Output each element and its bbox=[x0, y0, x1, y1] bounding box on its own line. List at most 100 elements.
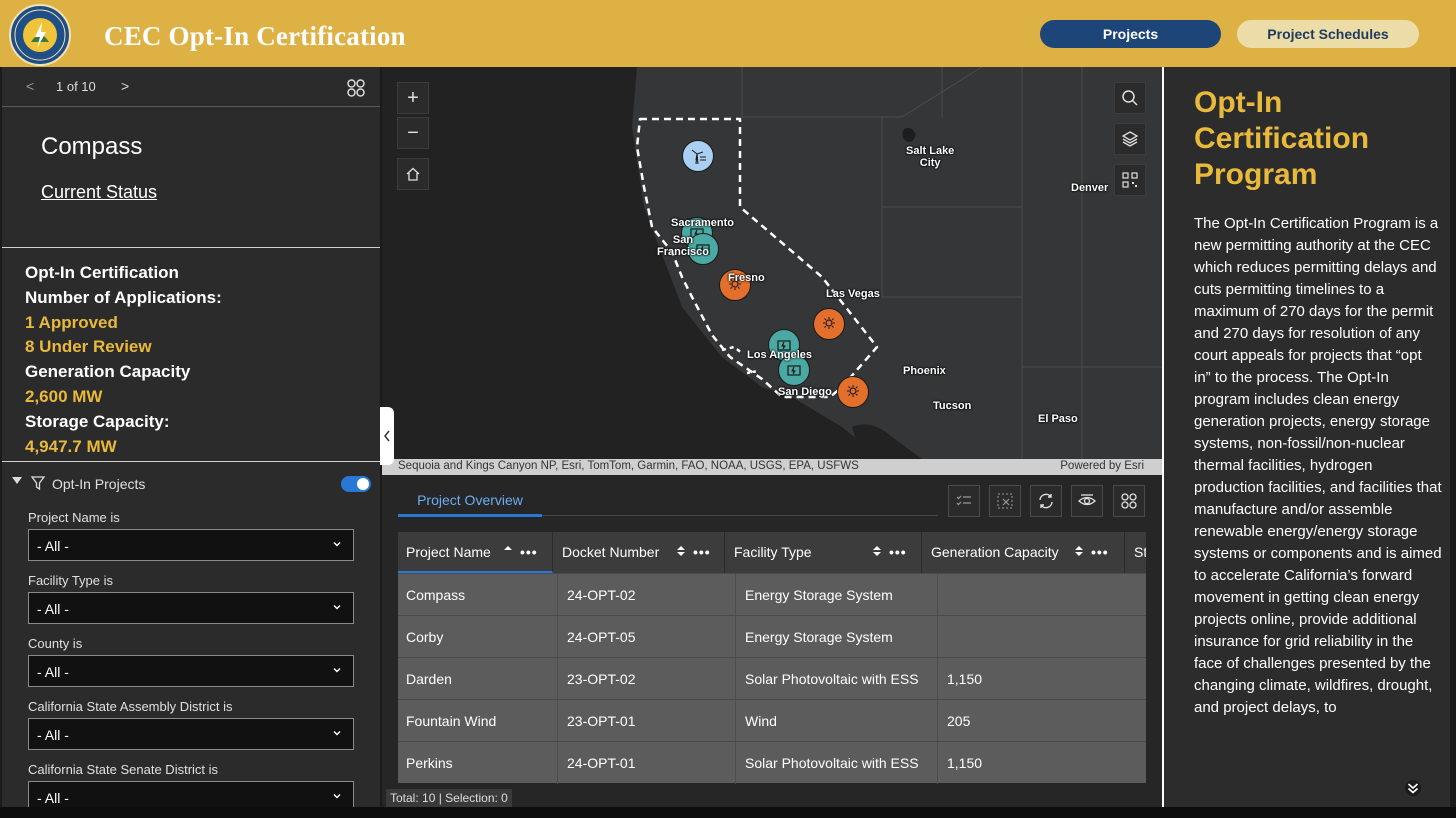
checklist-icon bbox=[956, 495, 971, 506]
cell-facility-type: Energy Storage System bbox=[737, 574, 938, 616]
collapse-panel-button[interactable] bbox=[380, 407, 394, 465]
city-label-sacramento: Sacramento bbox=[671, 217, 734, 229]
zoom-out-button[interactable]: − bbox=[397, 117, 429, 149]
chevron-down-icon bbox=[333, 605, 341, 610]
header: CEC Opt-In Certification Projects Projec… bbox=[0, 0, 1456, 67]
solar-project-marker[interactable] bbox=[813, 308, 845, 340]
attribute-table-panel: Project Overview bbox=[382, 475, 1162, 807]
sort-icon[interactable] bbox=[1074, 544, 1084, 558]
cell-project-name: Corby bbox=[398, 616, 558, 658]
program-title: Opt-In Certification Program bbox=[1194, 86, 1370, 191]
assembly-district-select[interactable]: - All - bbox=[28, 718, 354, 750]
solar-project-marker[interactable] bbox=[719, 269, 751, 301]
column-header-status[interactable]: St bbox=[1126, 532, 1146, 573]
column-header-project-name[interactable]: Project Name ••• bbox=[398, 532, 553, 573]
attribute-table: Project Name ••• Docket Number ••• Facil… bbox=[398, 532, 1146, 789]
column-header-facility-type[interactable]: Facility Type ••• bbox=[726, 532, 922, 573]
wind-project-marker[interactable] bbox=[682, 140, 714, 172]
column-title: St bbox=[1134, 544, 1146, 560]
table-row[interactable]: Compass 24-OPT-02 Energy Storage System bbox=[398, 573, 1146, 616]
column-menu-icon[interactable]: ••• bbox=[520, 544, 538, 560]
table-row[interactable]: Fountain Wind 23-OPT-01 Wind 205 bbox=[398, 699, 1146, 742]
home-icon bbox=[406, 167, 420, 181]
county-select[interactable]: - All - bbox=[28, 655, 354, 687]
attribution-text: Sequoia and Kings Canyon NP, Esri, TomTo… bbox=[398, 460, 859, 472]
layers-button[interactable] bbox=[1114, 123, 1146, 155]
filter-toggle[interactable] bbox=[341, 476, 371, 492]
show-hide-columns-button[interactable] bbox=[1071, 485, 1103, 517]
refresh-button[interactable] bbox=[1030, 485, 1062, 517]
previous-feature-button[interactable]: < bbox=[26, 78, 35, 94]
collapse-caret-icon[interactable] bbox=[12, 477, 22, 484]
city-label-phoenix: Phoenix bbox=[903, 365, 946, 377]
cell-facility-type: Wind bbox=[737, 700, 938, 742]
applications-label: Number of Applications: bbox=[25, 287, 222, 307]
powered-by-esri[interactable]: Powered by Esri bbox=[1060, 460, 1144, 472]
column-header-generation-capacity[interactable]: Generation Capacity ••• bbox=[923, 532, 1125, 573]
tab-project-overview[interactable]: Project Overview bbox=[398, 485, 542, 517]
select-value: - All - bbox=[37, 601, 69, 617]
select-value: - All - bbox=[37, 538, 69, 554]
table-row[interactable]: Darden 23-OPT-02 Solar Photovoltaic with… bbox=[398, 657, 1146, 700]
cell-generation-capacity: 205 bbox=[947, 713, 971, 729]
sun-icon bbox=[847, 385, 859, 397]
show-selected-button[interactable] bbox=[948, 485, 980, 517]
battery-icon bbox=[777, 340, 791, 351]
city-label-fresno: Fresno bbox=[728, 272, 765, 284]
column-menu-icon[interactable]: ••• bbox=[1091, 544, 1109, 560]
app-title: CEC Opt-In Certification bbox=[104, 21, 406, 51]
column-menu-icon[interactable]: ••• bbox=[889, 544, 907, 560]
clear-selection-button[interactable] bbox=[989, 485, 1021, 517]
map-view[interactable]: + − S bbox=[382, 67, 1162, 475]
tab-divider bbox=[542, 515, 938, 516]
senate-district-select[interactable]: - All - bbox=[28, 781, 354, 807]
home-button[interactable] bbox=[397, 158, 429, 190]
scroll-down-icon[interactable] bbox=[1404, 779, 1422, 797]
current-status-link[interactable]: Current Status bbox=[41, 182, 158, 202]
project-schedules-button[interactable]: Project Schedules bbox=[1237, 20, 1419, 48]
generation-capacity-value: 2,600 MW bbox=[25, 386, 103, 406]
search-button[interactable] bbox=[1114, 82, 1146, 114]
facility-type-select[interactable]: - All - bbox=[28, 592, 354, 624]
basemap-gallery-button[interactable] bbox=[1114, 164, 1146, 196]
table-row[interactable]: Perkins 24-OPT-01 Solar Photovoltaic wit… bbox=[398, 741, 1146, 784]
grid-view-icon[interactable] bbox=[346, 78, 366, 98]
column-title: Docket Number bbox=[562, 544, 660, 560]
basemap bbox=[382, 67, 1162, 459]
filter-label-senate-district: California State Senate District is bbox=[28, 762, 219, 777]
search-icon bbox=[1122, 90, 1138, 106]
feature-card: Compass Current Status bbox=[2, 108, 380, 248]
sort-ascending-icon[interactable] bbox=[503, 544, 513, 558]
cell-generation-capacity bbox=[939, 574, 1146, 616]
city-label-las-vegas: Las Vegas bbox=[826, 288, 880, 300]
projects-button[interactable]: Projects bbox=[1040, 20, 1221, 48]
project-name-select[interactable]: - All - bbox=[28, 529, 354, 561]
cell-docket-number: 24-OPT-02 bbox=[559, 574, 736, 616]
cell-docket-number: 24-OPT-01 bbox=[559, 742, 736, 784]
stats-heading: Opt-In Certification bbox=[25, 263, 179, 282]
solar-project-marker[interactable] bbox=[837, 376, 869, 408]
table-row[interactable]: Corby 24-OPT-05 Energy Storage System bbox=[398, 615, 1146, 658]
storage-project-marker[interactable] bbox=[778, 354, 810, 386]
column-header-docket-number[interactable]: Docket Number ••• bbox=[554, 532, 725, 573]
wind-turbine-icon bbox=[691, 149, 706, 165]
storage-project-marker[interactable] bbox=[687, 233, 719, 265]
cell-project-name: Fountain Wind bbox=[398, 700, 558, 742]
sort-icon[interactable] bbox=[872, 544, 882, 558]
zoom-in-button[interactable]: + bbox=[397, 82, 429, 114]
filter-header[interactable]: Opt-In Projects bbox=[2, 463, 380, 503]
next-feature-button[interactable]: > bbox=[121, 78, 130, 94]
table-grid-view-button[interactable] bbox=[1113, 485, 1145, 517]
program-description: The Opt-In Certification Program is a ne… bbox=[1194, 215, 1442, 716]
generation-capacity-label: Generation Capacity bbox=[25, 362, 191, 382]
table-header: Project Name ••• Docket Number ••• Facil… bbox=[398, 532, 1146, 573]
column-title: Generation Capacity bbox=[931, 544, 1059, 560]
column-title: Project Name bbox=[406, 544, 491, 560]
program-info-panel: Opt-In Certification Program The Opt-In … bbox=[1162, 67, 1450, 807]
city-label-los-angeles: Los Angeles bbox=[747, 349, 812, 361]
column-menu-icon[interactable]: ••• bbox=[693, 544, 711, 560]
sort-icon[interactable] bbox=[676, 544, 686, 558]
cell-docket-number: 23-OPT-01 bbox=[559, 700, 736, 742]
cell-project-name: Perkins bbox=[398, 742, 558, 784]
